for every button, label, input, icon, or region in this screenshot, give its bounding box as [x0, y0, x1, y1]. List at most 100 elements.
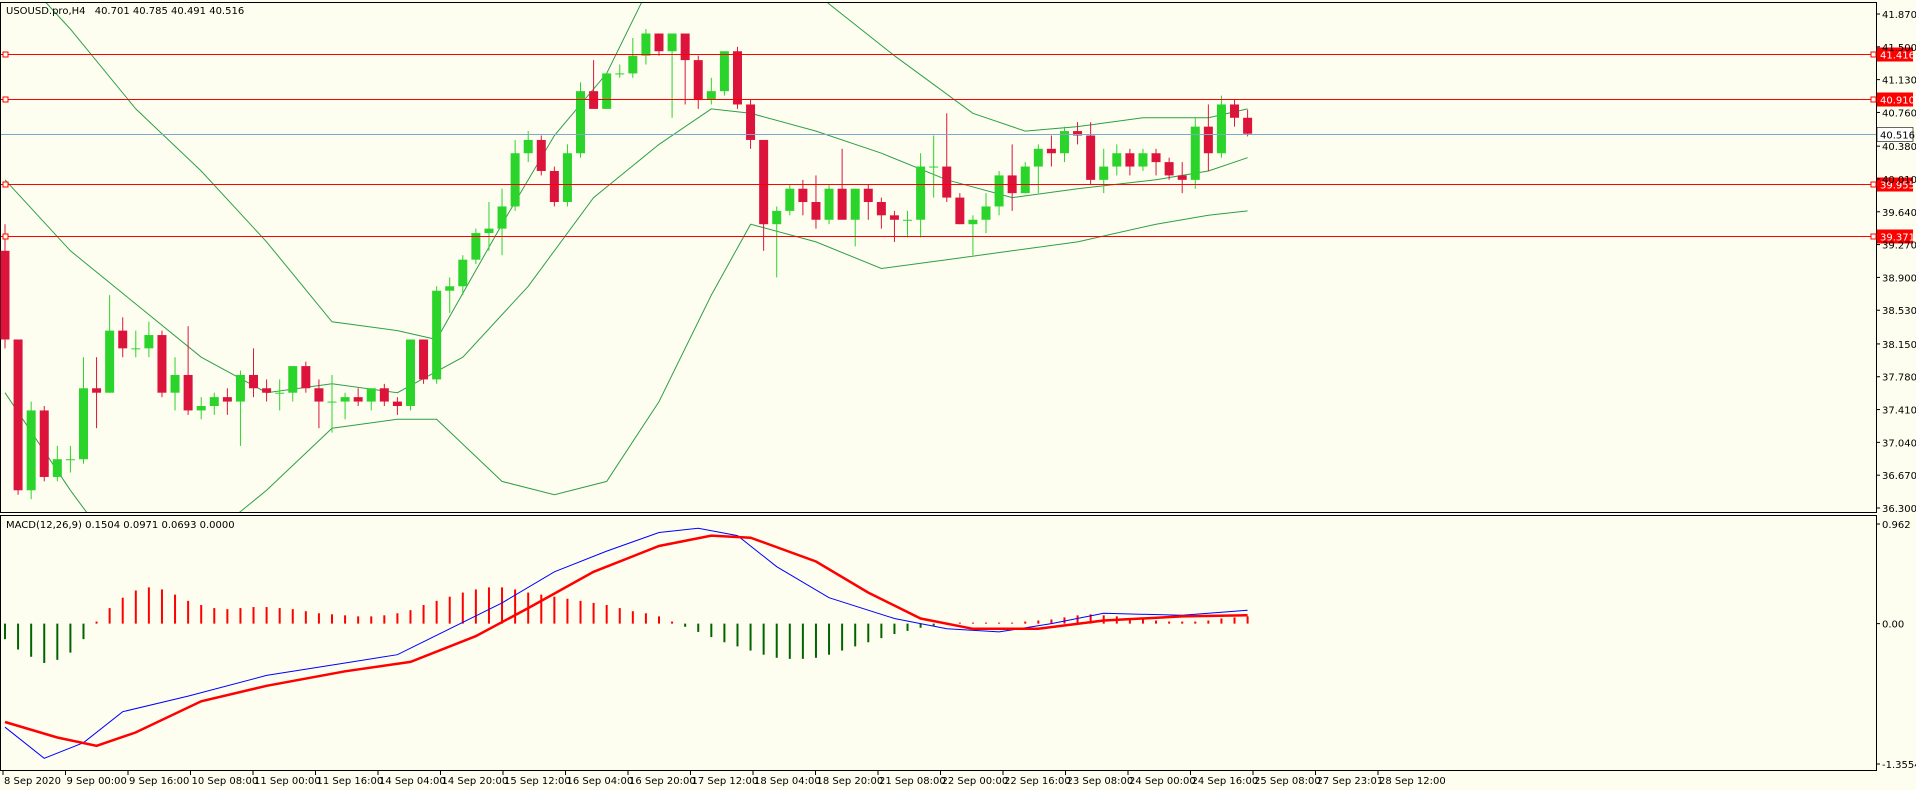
candle-body	[549, 170, 559, 203]
candle-body	[706, 91, 716, 101]
candle	[1046, 135, 1056, 167]
candle	[78, 357, 88, 464]
candle	[654, 33, 664, 56]
candle	[1059, 126, 1069, 163]
level-right-handle[interactable]	[1870, 181, 1877, 188]
candle-body	[1059, 131, 1069, 154]
candle	[706, 77, 716, 105]
level-left-handle[interactable]	[2, 181, 9, 188]
time-tick-label: 9 Sep 00:00	[67, 776, 127, 787]
candle	[1164, 157, 1174, 180]
time-tick-label: 16 Sep 04:00	[567, 776, 634, 787]
candle-body	[13, 339, 23, 491]
candle-body	[732, 51, 742, 105]
time-tick-label: 27 Sep 23:01	[1317, 776, 1384, 787]
candle	[562, 144, 572, 207]
price-tick-label: 37.040	[1882, 438, 1916, 449]
time-tick-label: 14 Sep 04:00	[379, 776, 446, 787]
candle	[209, 392, 219, 415]
candle-body	[602, 73, 612, 109]
time-tick-label: 11 Sep 00:00	[254, 776, 321, 787]
candle-body	[876, 202, 886, 216]
macd-tick-label: 0.962	[1882, 520, 1911, 531]
candle	[746, 100, 756, 149]
candle-body	[157, 335, 167, 393]
candle	[105, 295, 115, 393]
macd-signal-line	[4, 534, 1248, 748]
candle-body	[170, 374, 180, 393]
candle-body	[1033, 148, 1043, 167]
candle-body	[235, 374, 245, 402]
candle-body	[641, 33, 651, 56]
macd-lines	[4, 527, 1248, 759]
candle	[523, 131, 533, 163]
candle-body	[837, 188, 847, 220]
candle-body	[942, 166, 952, 198]
level-left-handle[interactable]	[2, 96, 9, 103]
bollinger-lower-band	[4, 210, 1248, 512]
price-tick-label: 39.270	[1882, 241, 1916, 252]
candle	[981, 193, 991, 234]
candle-body	[1151, 153, 1161, 163]
level-label: 39.955	[1880, 181, 1915, 192]
candle-body	[183, 374, 193, 411]
level-right-handle[interactable]	[1870, 233, 1877, 240]
candle-body	[1073, 131, 1083, 136]
candle	[798, 179, 808, 216]
level-right-handle[interactable]	[1870, 96, 1877, 103]
horizontal-levels[interactable]: 41.416 40.910 39.955 39.371 40.516	[1, 47, 1915, 244]
time-axis: 8 Sep 2020 9 Sep 00:00 9 Sep 16:00 10 Sep 0…	[2, 771, 1446, 787]
candle	[92, 357, 102, 429]
candle	[13, 339, 23, 495]
candle	[497, 188, 507, 256]
candle-body	[863, 188, 873, 203]
candle-body	[445, 286, 455, 291]
candle	[1190, 117, 1200, 189]
time-tick-label: 14 Sep 20:00	[442, 776, 509, 787]
candle	[366, 388, 376, 411]
candle-body	[759, 139, 769, 225]
level-left-handle[interactable]	[2, 51, 9, 58]
candlestick-series	[0, 29, 1253, 500]
candle	[353, 388, 363, 407]
candle-body	[1125, 153, 1135, 167]
level-right-handle[interactable]	[1870, 51, 1877, 58]
candle-body	[1203, 126, 1213, 154]
symbol-header: USOUSD.pro,H4 40.701 40.785 40.491 40.51…	[6, 6, 244, 17]
candle	[536, 135, 546, 176]
time-tick-label: 21 Sep 08:00	[879, 776, 946, 787]
candle-body	[811, 202, 821, 220]
candle	[732, 46, 742, 109]
candle	[1151, 148, 1161, 176]
candle	[445, 277, 455, 313]
candle	[903, 210, 913, 238]
level-label-bg	[1877, 47, 1913, 62]
time-tick-label: 11 Sep 16:00	[317, 776, 384, 787]
candle	[288, 366, 298, 402]
bid-price-label: 40.516	[1880, 131, 1915, 142]
time-tick-label: 16 Sep 20:00	[629, 776, 696, 787]
candle	[1230, 100, 1240, 127]
candle-body	[798, 188, 808, 203]
macd-panel-frame	[0, 515, 1877, 771]
candle-body	[118, 330, 128, 349]
candle-body	[1230, 104, 1240, 118]
candle	[1112, 144, 1122, 176]
level-label: 41.416	[1880, 51, 1915, 62]
level-left-handle[interactable]	[2, 233, 9, 240]
candle-body	[78, 388, 88, 460]
candle-body	[275, 392, 285, 394]
price-tick-label: 36.300	[1882, 504, 1916, 515]
candle-body	[222, 397, 232, 402]
candle-body	[39, 410, 49, 477]
symbol-ohlc: 40.701 40.785 40.491 40.516	[95, 6, 245, 17]
candle-body	[301, 366, 311, 389]
candle-body	[366, 388, 376, 402]
candle-body	[288, 366, 298, 393]
candle	[589, 60, 599, 109]
candle	[719, 51, 729, 96]
candle	[916, 153, 926, 238]
candle-body	[432, 290, 442, 380]
candle-body	[562, 153, 572, 203]
